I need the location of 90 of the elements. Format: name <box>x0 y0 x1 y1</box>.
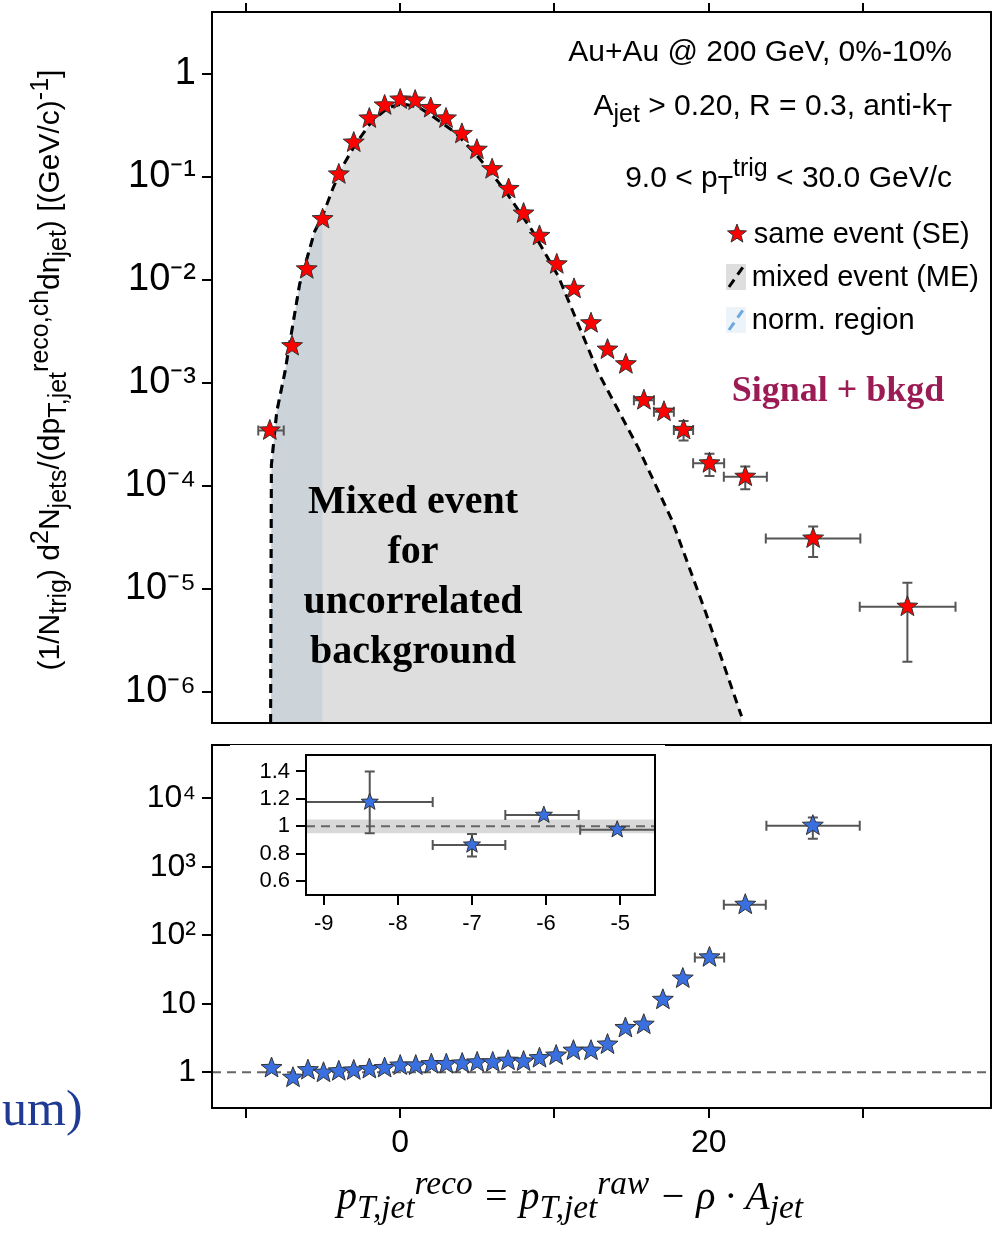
y-tick-label: 1 <box>174 50 196 93</box>
point <box>651 988 674 1010</box>
x-tick-label: -5 <box>610 910 630 936</box>
x-axis-title: p$_{T,jet}$$^{reco}$ = p$_{T,jet}$$^{raw}$ − ρ · A$_{jet}$ <box>336 1164 804 1226</box>
point <box>896 595 919 617</box>
point <box>404 89 427 110</box>
y-tick-label: 0.8 <box>259 839 290 865</box>
point <box>419 96 442 118</box>
text: um) <box>2 1079 83 1138</box>
y-tick-label: 10⁻⁶ <box>125 668 196 711</box>
point <box>481 157 504 179</box>
point <box>596 1033 619 1054</box>
point <box>481 1050 504 1072</box>
point <box>632 1013 655 1035</box>
point <box>497 177 520 199</box>
point <box>312 1061 335 1083</box>
point <box>295 257 318 279</box>
x-tick-label: 20 <box>690 1123 727 1160</box>
point <box>734 893 757 915</box>
x-tick-label: -8 <box>388 910 408 936</box>
point <box>802 527 825 548</box>
point <box>260 1056 283 1078</box>
point <box>653 400 675 422</box>
y-tick-label: 10⁻¹ <box>128 153 196 196</box>
legend-label: mixed event (ME) <box>751 259 979 294</box>
y-tick-label: 1.4 <box>259 757 290 783</box>
annotation: Au+Au @ 200 GeV, 0%-10% <box>568 33 952 69</box>
point <box>632 388 655 410</box>
y-tick-label: 1.2 <box>259 784 290 810</box>
point <box>545 252 568 274</box>
point <box>608 820 627 838</box>
point <box>435 106 457 128</box>
point <box>311 207 334 229</box>
point <box>373 93 396 115</box>
point <box>360 792 379 810</box>
annotation: A$_{jet}$ > 0.20, R = 0.3, anti-k$_{T}$ <box>592 87 952 129</box>
point <box>462 835 482 853</box>
point <box>389 88 412 109</box>
point <box>545 1044 568 1065</box>
y-tick-label: 0.6 <box>259 867 290 893</box>
point <box>596 338 619 359</box>
y-tick-label: 10⁻² <box>128 256 196 299</box>
y-tick-label: 1 <box>178 1052 196 1089</box>
point <box>801 814 824 836</box>
point <box>562 1039 585 1061</box>
point <box>404 1054 427 1075</box>
y-tick-label: 10⁴ <box>146 778 196 815</box>
point <box>528 224 551 246</box>
y-tick-label: 10² <box>149 915 197 952</box>
point <box>281 334 304 356</box>
annotation: Mixed event for uncorrelated background <box>302 476 524 674</box>
y-tick-label: 10 <box>160 983 196 1020</box>
point <box>698 945 721 967</box>
point <box>671 967 694 988</box>
y-tick-label: 1 <box>277 812 290 838</box>
annotation: 9.0 < p$_{T}$$^{trig}$ < 30.0 GeV/c <box>624 152 952 201</box>
point <box>327 1059 350 1081</box>
point <box>698 451 721 473</box>
legend-label: norm. region <box>751 302 915 337</box>
point <box>373 1056 396 1078</box>
point <box>282 1066 304 1088</box>
point <box>563 277 585 299</box>
point <box>465 138 488 160</box>
point <box>450 122 473 144</box>
point <box>342 131 365 152</box>
point <box>734 465 757 487</box>
x-tick-label: -9 <box>314 910 334 936</box>
x-tick-label: -6 <box>536 910 556 936</box>
y-tick-label: 10⁻³ <box>128 359 196 402</box>
point <box>296 1058 319 1080</box>
point <box>672 418 695 440</box>
point <box>614 352 637 374</box>
point <box>258 418 281 440</box>
y-tick-label: 10³ <box>149 846 197 883</box>
point <box>614 1016 637 1038</box>
y-tick-label: 10⁻⁴ <box>124 462 196 505</box>
y-tick-label: 10⁻⁵ <box>124 565 196 608</box>
x-tick-label: -7 <box>462 910 482 936</box>
annotation: Signal + bkgd <box>730 368 946 412</box>
point <box>358 106 381 128</box>
point <box>512 202 535 223</box>
point <box>342 1058 365 1080</box>
x-tick-label: 0 <box>391 1123 410 1160</box>
point <box>512 1050 535 1071</box>
legend-label: same event (SE) <box>753 216 970 251</box>
point <box>528 1046 551 1068</box>
point <box>580 1039 602 1061</box>
point <box>580 311 602 333</box>
point <box>327 162 350 184</box>
point <box>534 805 553 823</box>
